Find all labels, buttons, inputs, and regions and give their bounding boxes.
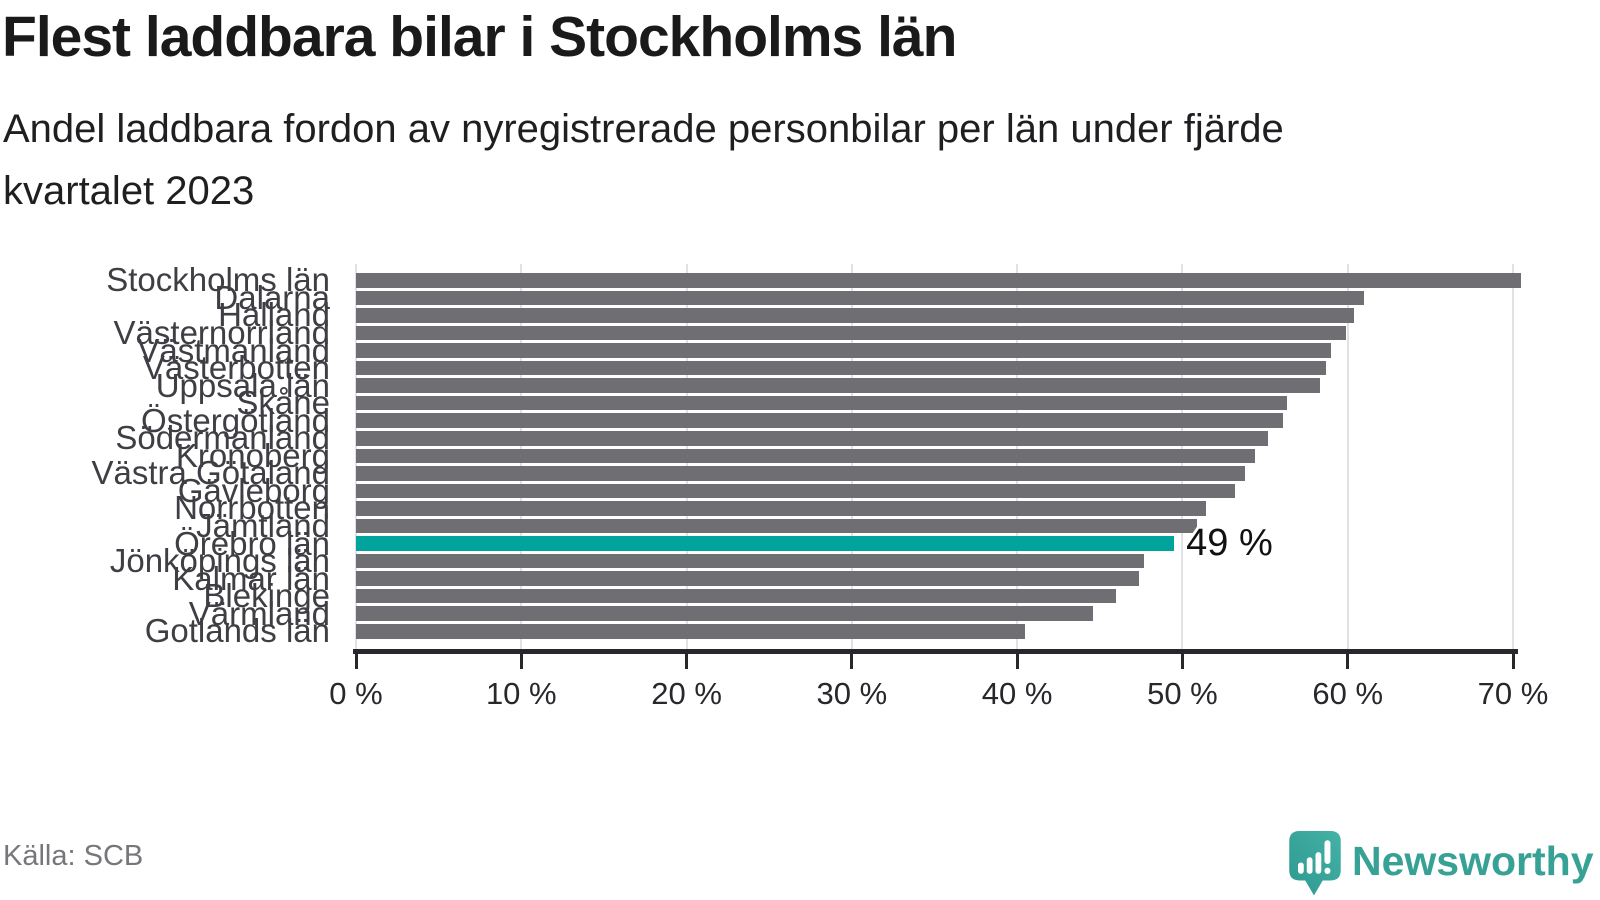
y-category-label: Blekinge xyxy=(203,577,330,615)
bar xyxy=(356,553,1145,569)
y-category-label: Gotlands län xyxy=(144,612,330,650)
axis-tick xyxy=(1511,653,1515,669)
gridline xyxy=(1346,264,1349,649)
y-category-label: Västerbotten xyxy=(142,349,330,387)
y-category-label: Västra Götaland xyxy=(91,454,330,492)
brand-logo: Newsworthy xyxy=(1286,830,1594,900)
newsworthy-bubble-chart-icon xyxy=(1286,830,1344,900)
bar xyxy=(356,518,1198,534)
y-category-label: Halland xyxy=(218,296,330,334)
bar xyxy=(356,360,1327,376)
bar xyxy=(356,588,1117,604)
y-category-label: Örebro län xyxy=(174,524,330,562)
x-tick-label: 50 % xyxy=(1147,676,1218,711)
axis-tick xyxy=(354,653,358,669)
y-category-label: Dalarna xyxy=(214,278,330,316)
y-category-label: Västmanland xyxy=(137,331,330,369)
x-axis-line xyxy=(353,649,1518,654)
axis-tick xyxy=(1346,653,1350,669)
x-tick-label: 0 % xyxy=(329,676,383,711)
x-tick-label: 30 % xyxy=(816,676,888,711)
bar xyxy=(356,343,1332,358)
highlight-value-label: 49 % xyxy=(1186,522,1273,565)
y-category-label: Stockholms län xyxy=(106,261,330,299)
bar xyxy=(356,395,1287,411)
y-category-label: Kronoberg xyxy=(175,436,330,474)
bar xyxy=(356,378,1320,393)
y-category-label: Uppsala län xyxy=(155,366,330,404)
bar xyxy=(356,483,1236,499)
bar xyxy=(356,466,1246,481)
bar xyxy=(356,571,1140,586)
x-tick-label: 20 % xyxy=(651,676,722,711)
y-category-label: Värmland xyxy=(188,594,330,632)
chart-subtitle: Andel laddbara fordon av nyregistrerade … xyxy=(3,98,1284,222)
bar xyxy=(356,624,1026,639)
bar xyxy=(356,606,1094,622)
bar xyxy=(356,308,1355,323)
x-tick-label: 70 % xyxy=(1477,676,1549,711)
gridline xyxy=(1512,264,1514,649)
axis-tick xyxy=(850,653,854,669)
bar xyxy=(356,430,1269,446)
brand-name: Newsworthy xyxy=(1352,838,1594,884)
y-category-label: Västernorrland xyxy=(113,313,330,351)
source-credit: Källa: SCB xyxy=(3,840,144,872)
axis-tick xyxy=(1180,653,1184,669)
bar xyxy=(356,273,1522,288)
y-category-label: Jönköpings län xyxy=(109,542,330,580)
y-category-label: Kalmar län xyxy=(172,559,330,597)
bar xyxy=(356,325,1347,341)
axis-tick xyxy=(1015,653,1019,669)
chart-subtitle-line1: Andel laddbara fordon av nyregistrerade … xyxy=(3,107,1284,151)
y-category-label: Norrbotten xyxy=(174,489,330,527)
bar-highlighted xyxy=(356,536,1175,551)
chart-title: Flest laddbara bilar i Stockholms län xyxy=(2,5,957,69)
x-tick-label: 60 % xyxy=(1312,676,1384,711)
chart-subtitle-line2: kvartalet 2023 xyxy=(3,169,255,213)
bar xyxy=(356,501,1206,516)
bar xyxy=(356,448,1256,464)
y-category-label: Södermanland xyxy=(115,419,330,457)
axis-tick xyxy=(519,653,523,669)
y-category-label: Gävleborg xyxy=(177,471,330,509)
bar xyxy=(356,413,1284,428)
bar xyxy=(356,290,1365,306)
x-tick-label: 40 % xyxy=(981,676,1053,711)
y-category-label: Skåne xyxy=(236,384,330,422)
axis-tick xyxy=(685,653,689,669)
y-category-label: Jämtland xyxy=(196,507,330,544)
x-tick-label: 10 % xyxy=(485,676,557,711)
y-category-label: Östergötland xyxy=(141,401,330,439)
